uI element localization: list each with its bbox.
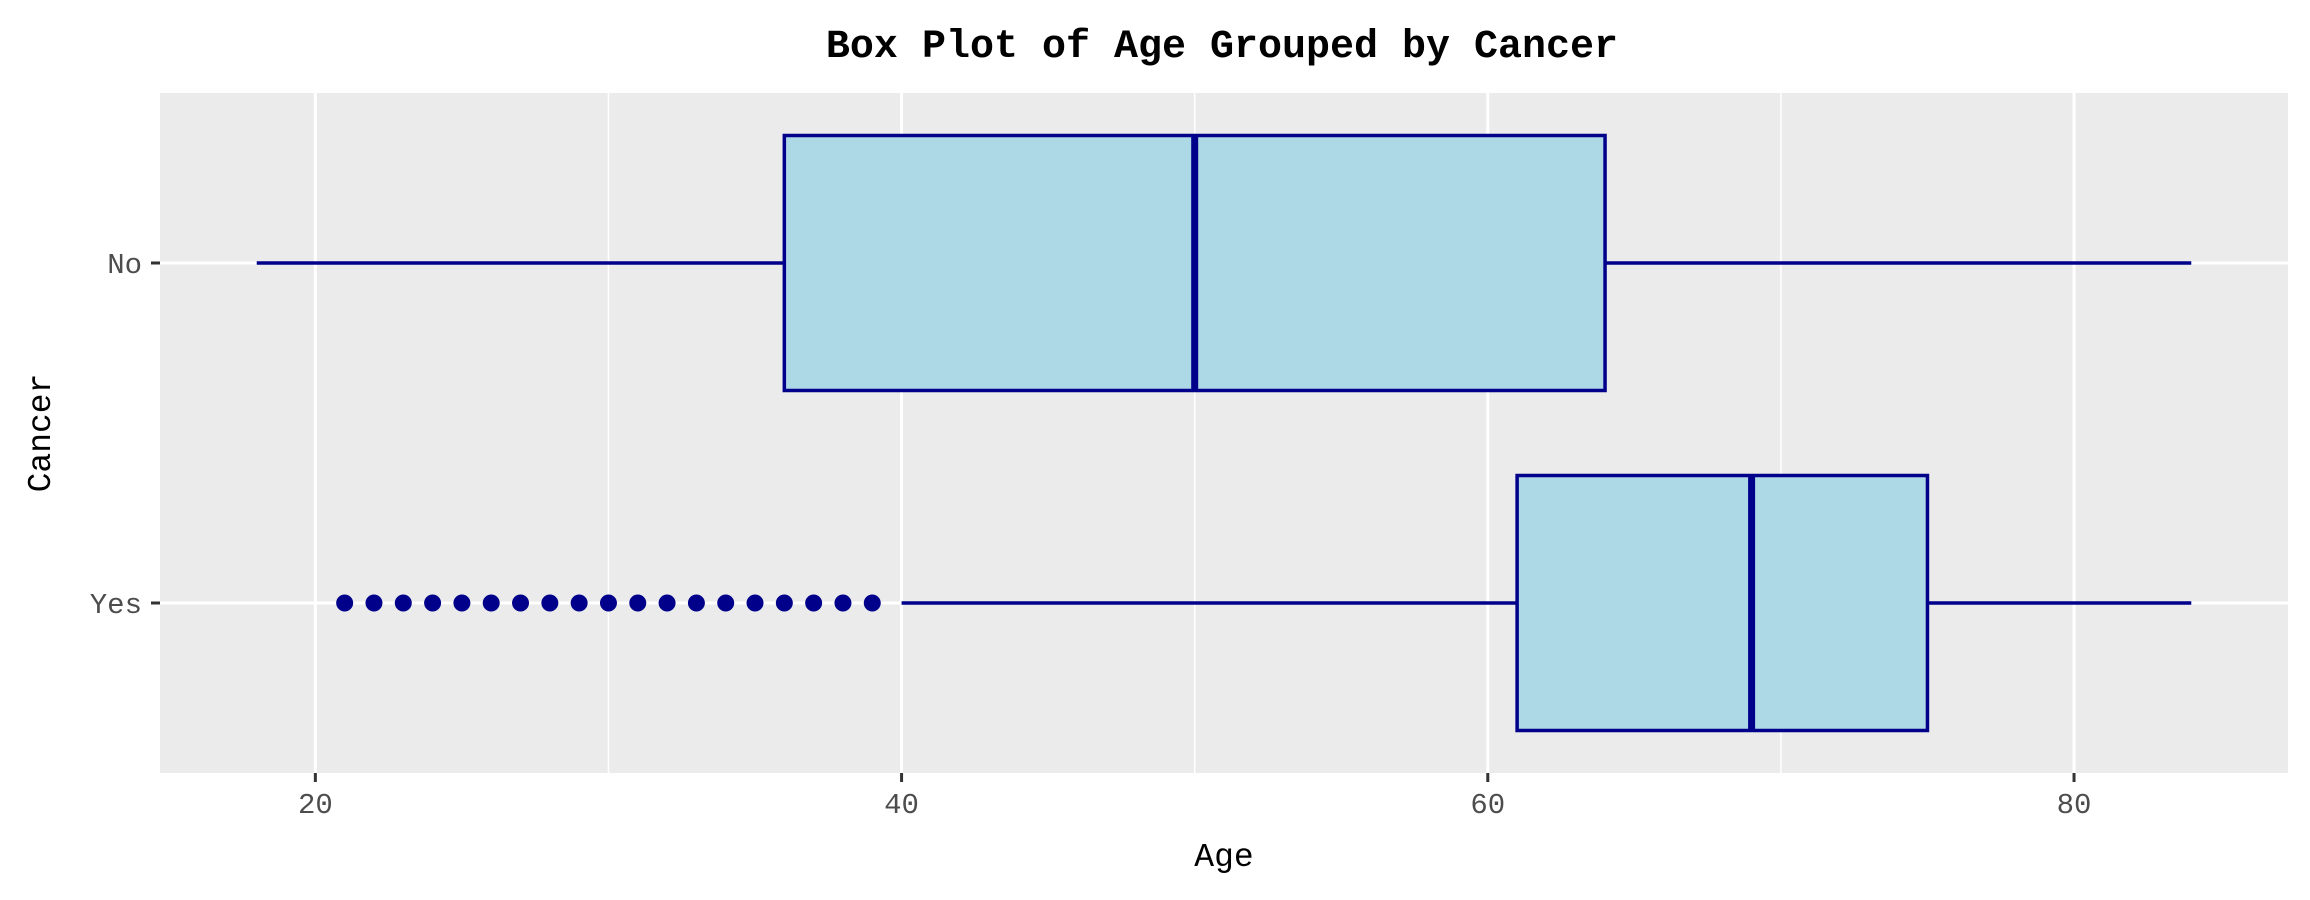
outlier-point [570, 594, 588, 612]
outlier-point [512, 594, 530, 612]
y-tick-label: Yes [90, 589, 142, 622]
box-yes [336, 473, 2192, 733]
outlier-point [629, 594, 647, 612]
x-axis-label: Age [1194, 839, 1253, 876]
x-tick-label: 80 [2057, 789, 2092, 822]
outlier-point [394, 594, 412, 612]
y-tick-label: No [107, 249, 142, 282]
outlier-point [365, 594, 383, 612]
outlier-point [541, 594, 559, 612]
x-tick-label: 40 [884, 789, 919, 822]
outlier-point [658, 594, 676, 612]
outlier-point [599, 594, 617, 612]
outlier-point [746, 594, 764, 612]
outlier-point [863, 594, 881, 612]
y-axis-label: Cancer [23, 374, 60, 493]
outlier-point [775, 594, 793, 612]
box-no [256, 133, 2192, 393]
outlier-point [717, 594, 735, 612]
y-axis: No Yes [90, 249, 160, 622]
chart-title: Box Plot of Age Grouped by Cancer [826, 25, 1618, 70]
outlier-point [424, 594, 442, 612]
outlier-point [687, 594, 705, 612]
outlier-point [805, 594, 823, 612]
iqr-box-yes [1515, 473, 1930, 733]
x-axis: 20 40 60 80 [298, 773, 2091, 822]
outlier-point [482, 594, 500, 612]
x-tick-label: 60 [1470, 789, 1505, 822]
outlier-point [834, 594, 852, 612]
x-tick-label: 20 [298, 789, 333, 822]
box-layer [256, 133, 2192, 733]
outlier-point [336, 594, 354, 612]
outlier-point [453, 594, 471, 612]
